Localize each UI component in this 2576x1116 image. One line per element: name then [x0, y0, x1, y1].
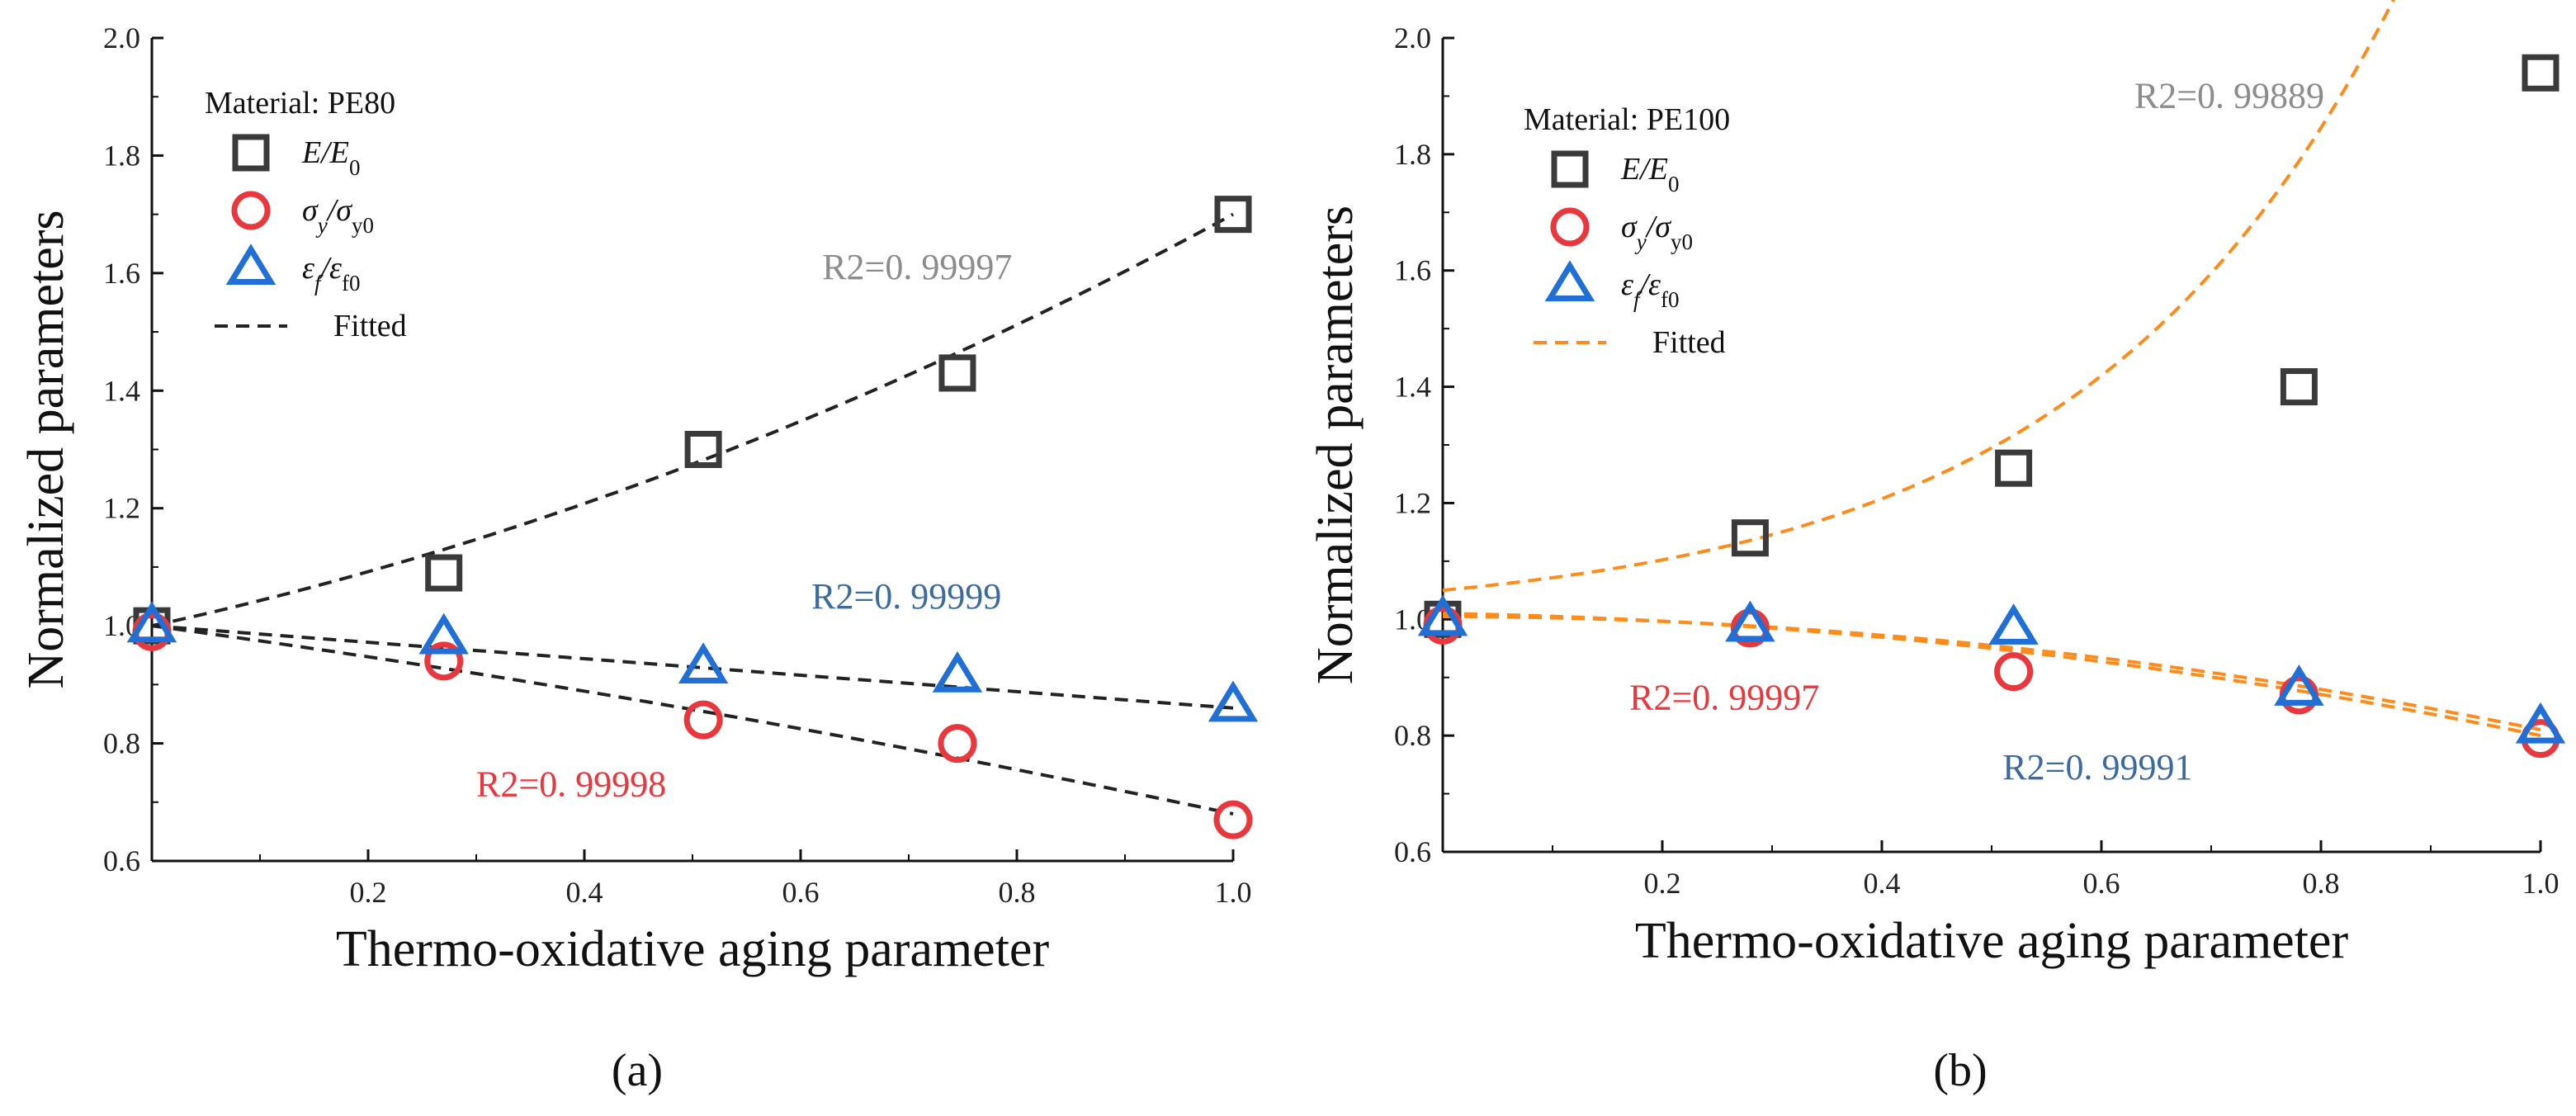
data-point-triangle	[1417, 594, 1468, 636]
data-point-triangle	[126, 601, 177, 643]
data-point-circle	[1213, 800, 1253, 839]
data-point-circle	[2279, 675, 2318, 715]
r2-annotation: R2=0. 99998	[476, 764, 666, 805]
legend-title: Material: PE100	[1524, 102, 1730, 137]
chart-panel-a: 0.60.81.01.21.41.61.82.00.2 0.4 0.6 0.8 1.0T…	[18, 21, 1259, 1096]
r2-annotation: R2=0. 99889	[2134, 76, 2324, 116]
y-tick-label: 1.6	[103, 257, 140, 290]
r2-annotation: R2=0. 99997	[822, 247, 1012, 287]
data-point-circle	[424, 641, 464, 681]
legend-symbol-square	[232, 134, 270, 172]
y-axis-title: Normalized parameters	[1307, 206, 1364, 684]
legend-symbol-triangle	[225, 244, 277, 286]
legend: Material: PE80 E/E0 σy/σy0 εf/εf0 Fitted	[205, 86, 407, 343]
chart-panel-b: 0.60.81.01.21.41.61.82.00.2 0.4 0.6 0.8 1.0T…	[1307, 0, 2566, 1096]
r2-annotation: R2=0. 99991	[2002, 747, 2192, 787]
x-tick-label: 0.6	[782, 876, 820, 909]
legend-entry-label: σy/σy0	[1621, 210, 1693, 254]
x-tick-label: 0.6	[2083, 867, 2120, 900]
y-tick-label: 1.6	[1394, 254, 1431, 287]
x-tick-label: 1.0	[1215, 876, 1252, 909]
fitted-curve	[151, 624, 1234, 816]
legend-fitted-label: Fitted	[333, 309, 407, 343]
legend-entry-label: εf/εf0	[1621, 267, 1680, 312]
x-tick-label: 0.4	[1864, 867, 1901, 900]
legend-entry-label: εf/εf0	[302, 251, 361, 296]
r2-annotation: R2=0. 99997	[1629, 677, 1819, 717]
data-point-triangle	[2274, 664, 2324, 706]
legend-symbol-square	[1551, 150, 1589, 188]
fitted-curve	[1442, 612, 2541, 738]
panel-label: (a)	[612, 1045, 663, 1096]
y-tick-label: 2.0	[103, 21, 140, 54]
data-point-square	[1214, 196, 1252, 234]
y-tick-label: 0.6	[1394, 835, 1431, 868]
legend-entry-label: E/E0	[1620, 152, 1679, 196]
data-point-triangle	[1208, 680, 1259, 722]
data-point-triangle	[2515, 702, 2566, 744]
data-point-triangle	[418, 612, 469, 655]
x-axis-title: Thermo-oxidative aging parameter	[336, 921, 1050, 977]
x-tick-label: 0.2	[1644, 867, 1681, 900]
y-tick-label: 1.8	[103, 139, 140, 172]
y-tick-label: 1.4	[103, 374, 140, 407]
legend-title: Material: PE80	[205, 86, 395, 121]
x-tick-label: 0.8	[999, 876, 1036, 909]
y-tick-label: 0.8	[1394, 719, 1431, 752]
x-tick-label: 0.4	[566, 876, 603, 909]
data-point-triangle	[678, 642, 729, 684]
data-point-circle	[1994, 652, 2034, 692]
y-axis-title: Normalized parameters	[18, 210, 74, 688]
data-point-square	[1731, 519, 1769, 557]
y-tick-label: 1.4	[1394, 371, 1431, 404]
legend-symbol-circle	[1550, 207, 1590, 247]
data-point-square	[684, 431, 722, 468]
data-point-triangle	[1725, 600, 1775, 642]
data-point-triangle	[1988, 603, 2039, 645]
x-tick-label: 0.8	[2303, 867, 2340, 900]
fitted-curve	[1443, 614, 2541, 732]
data-point-square	[2280, 368, 2318, 406]
data-point-square	[2522, 54, 2559, 92]
y-tick-label: 1.2	[1394, 486, 1431, 519]
data-point-circle	[938, 724, 977, 764]
data-point-square	[1995, 449, 2033, 487]
panel-label: (b)	[1933, 1045, 1987, 1096]
r2-annotation: R2=0. 99999	[811, 576, 1001, 617]
legend: Material: PE100 E/E0 σy/σy0 εf/εf0 Fitted	[1524, 102, 1730, 360]
x-tick-label: 1.0	[2522, 867, 2559, 900]
y-tick-label: 1.8	[1394, 138, 1431, 171]
data-point-square	[425, 554, 463, 592]
y-tick-label: 0.6	[103, 844, 140, 877]
data-point-triangle	[932, 650, 983, 693]
legend-entry-label: E/E0	[301, 135, 360, 180]
data-point-square	[938, 354, 976, 392]
y-tick-label: 1.2	[103, 492, 140, 525]
legend-fitted-label: Fitted	[1652, 325, 1726, 360]
y-tick-label: 0.8	[103, 727, 140, 760]
legend-symbol-circle	[231, 191, 271, 230]
y-tick-label: 2.0	[1394, 21, 1431, 54]
data-point-circle	[683, 700, 723, 740]
fitted-curve	[1442, 0, 2395, 593]
legend-entry-label: σy/σy0	[302, 193, 374, 238]
x-tick-label: 0.2	[350, 876, 387, 909]
x-axis-title: Thermo-oxidative aging parameter	[1635, 913, 2349, 969]
legend-symbol-triangle	[1544, 260, 1595, 302]
